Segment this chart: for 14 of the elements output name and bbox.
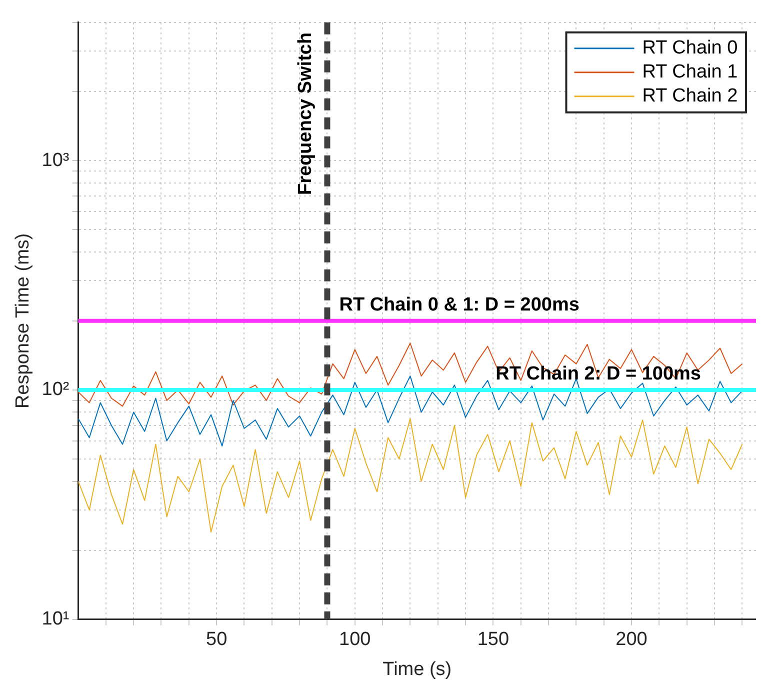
- ref-line-label: Frequency Switch: [294, 32, 316, 196]
- x-tick-label: 200: [616, 629, 648, 650]
- x-tick-label: 100: [339, 629, 371, 650]
- ref-line-label: RT Chain 0 & 1: D = 200ms: [339, 294, 580, 316]
- legend-label: RT Chain 2: [642, 86, 738, 107]
- y-tick-label: 10³: [42, 150, 70, 171]
- y-tick-label: 10²: [42, 379, 70, 400]
- x-axis-title: Time (s): [382, 658, 452, 680]
- legend-label: RT Chain 1: [642, 62, 738, 83]
- x-tick-label: 50: [206, 629, 228, 650]
- y-axis-title: Response Time (ms): [12, 233, 34, 409]
- x-tick-label: 150: [477, 629, 510, 650]
- legend-label: RT Chain 0: [642, 38, 738, 59]
- y-tick-label: 10¹: [42, 608, 70, 630]
